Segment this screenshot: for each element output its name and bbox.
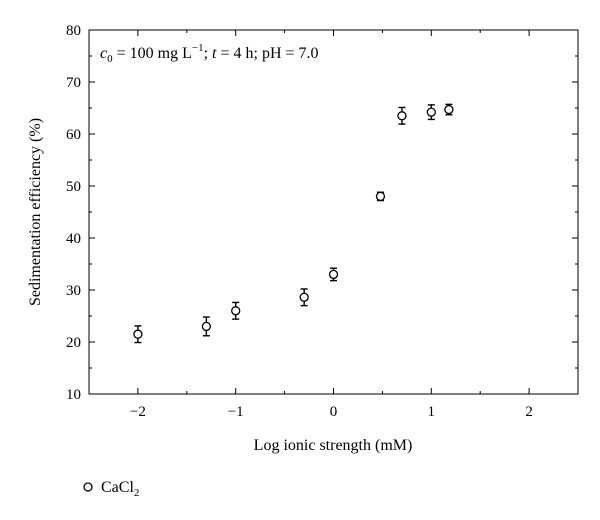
y-axis-title: Sedimentation efficiency (%) xyxy=(27,118,44,306)
data-point xyxy=(426,104,436,121)
legend-marker xyxy=(83,482,93,492)
y-tick-label: 40 xyxy=(66,231,81,247)
point-marker xyxy=(328,269,339,280)
data-points xyxy=(133,103,454,344)
point-marker xyxy=(231,306,241,316)
data-point xyxy=(328,267,339,282)
x-tick-label: 2 xyxy=(525,404,533,420)
x-axis-title: Log ionic strength (mM) xyxy=(254,437,413,454)
y-tick-label: 50 xyxy=(66,179,81,195)
point-marker xyxy=(397,111,407,121)
y-tick-label: 30 xyxy=(66,283,81,299)
data-point xyxy=(231,301,241,320)
annotation-c-sub: 0 xyxy=(107,53,113,65)
x-tick-label: −2 xyxy=(130,404,146,420)
data-point xyxy=(299,288,309,307)
annotation-t-sep: ; xyxy=(204,45,212,62)
legend-label: CaCl2 xyxy=(101,479,139,499)
legend: CaCl2 xyxy=(83,479,139,499)
data-point xyxy=(444,103,454,116)
y-tick-label: 10 xyxy=(66,387,81,403)
annotation-t-value: = 4 h; pH = 7.0 xyxy=(216,45,318,62)
point-marker xyxy=(375,191,386,202)
y-tick-label: 60 xyxy=(66,127,81,143)
x-tick-label: −1 xyxy=(228,404,244,420)
annotation-c-sup: −1 xyxy=(192,42,204,54)
point-marker xyxy=(299,292,309,302)
data-point xyxy=(133,325,143,344)
point-marker xyxy=(201,321,212,332)
data-point xyxy=(201,316,212,337)
point-marker xyxy=(426,107,436,117)
legend-label-main: CaCl xyxy=(101,479,134,496)
point-marker xyxy=(444,104,454,115)
data-point xyxy=(397,106,407,125)
axis-ticks: −2 −1 0 1 2 10 20 30 40 50 60 70 80 xyxy=(66,23,579,420)
annotation-c-symbol: c xyxy=(100,45,107,62)
x-tick-label: 0 xyxy=(330,404,338,420)
y-tick-label: 70 xyxy=(66,75,81,91)
y-tick-label: 80 xyxy=(66,23,81,39)
legend-label-sub: 2 xyxy=(134,487,140,499)
point-marker xyxy=(133,329,143,339)
y-tick-label: 20 xyxy=(66,335,81,351)
condition-annotation: c0 = 100 mg L−1; t = 4 h; pH = 7.0 xyxy=(100,42,319,65)
plot-frame xyxy=(88,29,579,395)
annotation-c-value: = 100 mg L xyxy=(113,45,192,62)
x-tick-label: 1 xyxy=(428,404,436,420)
data-point xyxy=(375,191,386,202)
annotation-t-symbol: t xyxy=(212,45,217,62)
